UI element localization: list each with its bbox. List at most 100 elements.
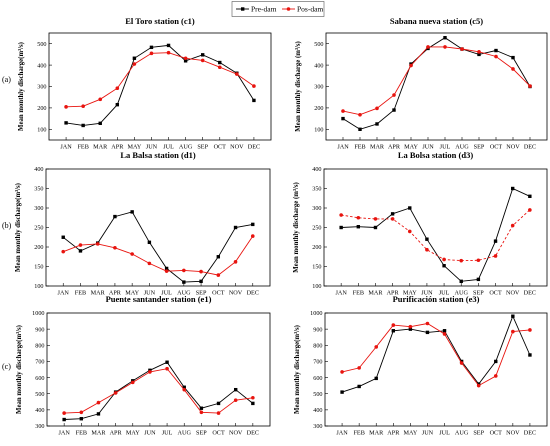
series-pos-dam bbox=[62, 366, 255, 415]
data-point bbox=[340, 390, 344, 394]
data-point bbox=[165, 360, 169, 364]
data-point bbox=[98, 121, 102, 126]
y-tick-label: 700 bbox=[313, 359, 322, 366]
data-point bbox=[356, 215, 361, 220]
data-point bbox=[130, 380, 135, 385]
series-line bbox=[341, 187, 530, 282]
data-point bbox=[252, 84, 256, 88]
x-tick-label: JUN bbox=[144, 290, 156, 297]
data-point bbox=[115, 102, 120, 107]
y-tick-label: 800 bbox=[35, 342, 44, 349]
x-tick-label: JUN bbox=[421, 290, 433, 297]
data-point bbox=[113, 391, 118, 395]
y-tick-label: 600 bbox=[35, 375, 44, 382]
x-tick-label: APR bbox=[388, 144, 401, 151]
data-point bbox=[149, 51, 154, 56]
data-point bbox=[166, 50, 171, 55]
y-tick-label: 100 bbox=[37, 127, 46, 134]
data-point bbox=[78, 249, 83, 253]
data-point bbox=[235, 72, 239, 76]
data-point bbox=[494, 48, 498, 53]
x-tick-label: NOV bbox=[229, 290, 243, 297]
data-point bbox=[477, 52, 481, 57]
data-point bbox=[408, 206, 412, 210]
data-point bbox=[61, 249, 66, 254]
x-tick-label: SEP bbox=[474, 144, 485, 151]
series-line bbox=[341, 209, 531, 262]
x-tick-label: FEB bbox=[354, 144, 365, 151]
series-pos-dam bbox=[340, 321, 532, 388]
x-tick-label: JUN bbox=[422, 430, 434, 437]
legend-label: Pos-dam bbox=[297, 5, 323, 14]
data-point bbox=[182, 385, 186, 389]
data-point bbox=[200, 53, 205, 57]
data-point bbox=[339, 225, 343, 230]
x-tick-label: JAN bbox=[58, 430, 70, 437]
x-tick-label: MAY bbox=[403, 290, 417, 297]
data-point bbox=[130, 210, 134, 214]
y-tick-label: 200 bbox=[34, 244, 43, 251]
data-point bbox=[78, 243, 83, 247]
series-line bbox=[341, 323, 530, 387]
data-point bbox=[392, 93, 396, 97]
y-tick-label: 100 bbox=[312, 283, 321, 290]
x-tick-label: DEC bbox=[524, 290, 536, 297]
row-label: (b) bbox=[2, 221, 12, 230]
series-line bbox=[342, 37, 531, 130]
data-point bbox=[391, 323, 396, 327]
x-tick-label: DEC bbox=[524, 430, 536, 437]
data-point bbox=[81, 104, 85, 108]
data-point bbox=[407, 229, 412, 234]
series-pre-dam bbox=[339, 186, 532, 284]
series-pre-dam bbox=[62, 360, 255, 422]
chart-title: Purificación station (e3) bbox=[393, 294, 480, 304]
series-line bbox=[62, 211, 253, 283]
x-tick-label: DEC bbox=[247, 290, 259, 297]
data-point bbox=[425, 321, 430, 326]
y-tick-label: 900 bbox=[313, 326, 322, 333]
data-point bbox=[425, 237, 429, 241]
data-point bbox=[356, 225, 361, 229]
data-point bbox=[199, 279, 203, 284]
data-point bbox=[252, 98, 256, 103]
data-point bbox=[216, 401, 221, 406]
x-tick-label: MAR bbox=[93, 144, 108, 151]
data-point bbox=[459, 361, 464, 365]
data-point bbox=[442, 329, 447, 333]
data-point bbox=[339, 213, 343, 217]
data-point bbox=[199, 269, 203, 274]
y-tick-label: 400 bbox=[34, 166, 43, 173]
y-tick-label: 800 bbox=[313, 342, 322, 349]
data-point bbox=[358, 127, 362, 131]
x-tick-label: AUG bbox=[455, 430, 469, 437]
x-tick-label: JUL bbox=[440, 144, 451, 151]
row-label: (c) bbox=[2, 362, 11, 371]
data-point bbox=[113, 214, 117, 219]
chart-panel-2: Sabana nueva station (c5) 100 200 300 400 500… bbox=[295, 16, 548, 151]
data-point bbox=[233, 387, 238, 392]
x-tick-label: AUG bbox=[455, 290, 469, 297]
data-point bbox=[510, 223, 515, 228]
x-tick-label: JAN bbox=[58, 290, 70, 297]
data-point bbox=[132, 56, 137, 60]
data-point bbox=[390, 217, 395, 221]
data-point bbox=[511, 314, 515, 318]
x-tick-label: FEB bbox=[353, 290, 364, 297]
series-pre-dam bbox=[340, 314, 532, 394]
y-tick-label: 400 bbox=[312, 166, 321, 173]
data-point bbox=[149, 45, 154, 50]
x-tick-label: JUN bbox=[144, 430, 156, 437]
chart-title: Puente santander station (e1) bbox=[106, 294, 212, 304]
y-tick-label: 300 bbox=[314, 84, 323, 91]
data-point bbox=[374, 376, 378, 381]
data-point bbox=[64, 105, 68, 109]
x-tick-label: AUG bbox=[178, 430, 192, 437]
x-tick-label: NOV bbox=[229, 430, 243, 437]
series-line bbox=[64, 368, 253, 414]
data-point bbox=[477, 50, 481, 54]
x-tick-label: SEP bbox=[196, 290, 207, 297]
data-point bbox=[95, 242, 100, 246]
chart-panel-4: La Bolsa station (d3) 100 150 200 250 300 350 4… bbox=[293, 150, 548, 297]
x-tick-label: FEB bbox=[77, 144, 88, 151]
